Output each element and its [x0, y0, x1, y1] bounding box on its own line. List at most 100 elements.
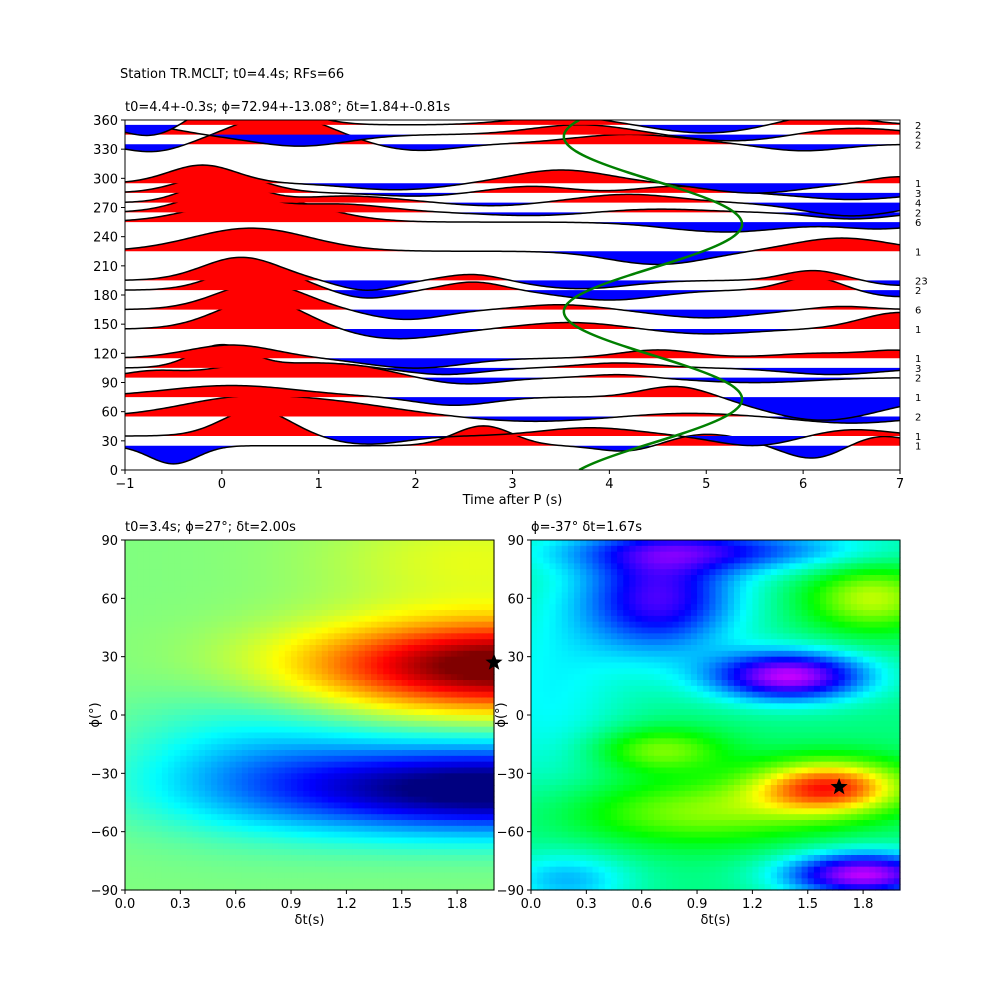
heatmap-cell — [580, 540, 587, 547]
heatmap-cell — [444, 650, 452, 658]
heatmap-cell — [229, 650, 237, 658]
heatmap-cell — [377, 662, 384, 669]
heatmap-cell — [297, 662, 304, 669]
heatmap-cell — [377, 703, 384, 710]
heatmap-cell — [340, 709, 347, 716]
heatmap-cell — [487, 820, 495, 827]
heatmap-cell — [340, 761, 347, 769]
heatmap-cell — [414, 709, 421, 716]
heatmap-cell — [235, 767, 243, 774]
heatmap-cell — [137, 884, 145, 891]
heatmap-cell — [469, 802, 477, 809]
heatmap-cell — [641, 569, 649, 576]
heatmap-cell — [137, 697, 145, 704]
heatmap-cell — [223, 668, 231, 675]
heatmap-cell — [475, 796, 483, 804]
heatmap-cell — [623, 802, 630, 809]
heatmap-cell — [266, 872, 274, 879]
heatmap-cell — [617, 586, 624, 594]
heatmap-cell — [414, 878, 421, 885]
heatmap-cell — [647, 878, 655, 885]
heatmap-cell — [598, 750, 606, 757]
heatmap-cell — [303, 715, 311, 722]
heatmap-cell — [469, 831, 477, 839]
y-tick-label: −60 — [91, 826, 118, 841]
heatmap-cell — [463, 621, 470, 629]
heatmap-cell — [531, 831, 538, 839]
heatmap-cell — [204, 645, 212, 652]
x-tick-label: 7 — [896, 477, 904, 492]
heatmap-cell — [358, 849, 366, 856]
heatmap-cell — [149, 802, 157, 809]
heatmap-cell — [420, 586, 427, 594]
heatmap-cell — [481, 831, 489, 839]
heatmap-cell — [481, 767, 489, 774]
heatmap-cell — [241, 592, 249, 599]
heatmap-cell — [174, 627, 181, 634]
heatmap-cell — [364, 744, 372, 751]
heatmap-cell — [149, 866, 157, 874]
heatmap-cell — [309, 837, 317, 844]
heatmap-cell — [260, 540, 268, 547]
heatmap-cell — [623, 884, 630, 891]
heatmap-cell — [254, 831, 261, 839]
heatmap-cell — [407, 744, 415, 751]
heatmap-cell — [537, 633, 544, 640]
heatmap-cell — [537, 645, 544, 652]
heatmap-cell — [395, 761, 403, 769]
heatmap-cell — [438, 545, 446, 553]
heatmap-cell — [475, 674, 483, 681]
heatmap-cell — [426, 837, 434, 844]
heatmap-cell — [309, 674, 317, 681]
heatmap-cell — [457, 773, 464, 780]
heatmap-cell — [420, 674, 427, 681]
heatmap-cell — [180, 639, 188, 646]
heatmap-cell — [635, 604, 643, 611]
heatmap-cell — [647, 680, 655, 687]
heatmap-cell — [641, 761, 649, 769]
heatmap-cell — [198, 726, 206, 734]
heatmap-cell — [383, 621, 391, 629]
heatmap-cell — [574, 785, 581, 792]
heatmap-cell — [241, 545, 249, 553]
heatmap-cell — [414, 744, 421, 751]
heatmap-cell — [125, 790, 132, 798]
heatmap-cell — [438, 633, 446, 640]
heatmap-cell — [352, 586, 360, 594]
heatmap-cell — [383, 557, 391, 564]
heatmap-cell — [211, 685, 218, 693]
heatmap-cell — [401, 855, 409, 862]
heatmap-cell — [401, 802, 409, 809]
heatmap-cell — [383, 767, 391, 774]
heatmap-cell — [420, 785, 427, 792]
heatmap-cell — [278, 872, 286, 879]
heatmap-cell — [414, 662, 421, 669]
heatmap-cell — [254, 557, 261, 564]
heatmap-cell — [531, 872, 538, 879]
heatmap-cell — [383, 575, 391, 582]
heatmap-cell — [223, 860, 231, 868]
heatmap-cell — [334, 662, 341, 669]
heatmap-cell — [241, 779, 249, 786]
heatmap-cell — [254, 767, 261, 774]
heatmap-cell — [371, 586, 378, 594]
heatmap-cell — [623, 586, 630, 594]
heatmap-cell — [155, 843, 163, 850]
heatmap-cell — [401, 633, 409, 640]
heatmap-cell — [444, 726, 452, 734]
heatmap-cell — [340, 715, 347, 722]
heatmap-cell — [284, 825, 292, 833]
heatmap-cell — [586, 656, 594, 664]
heatmap-cell — [598, 855, 606, 862]
heatmap-cell — [340, 872, 347, 879]
heatmap-cell — [469, 709, 477, 716]
heatmap-cell — [531, 610, 538, 617]
heatmap-cell — [586, 825, 594, 833]
heatmap-cell — [204, 685, 212, 693]
heatmap-cell — [592, 551, 600, 559]
heatmap-cell — [654, 639, 661, 646]
heatmap-cell — [574, 685, 581, 693]
heatmap-cell — [586, 808, 594, 815]
heatmap-cell — [574, 540, 581, 547]
heatmap-cell — [309, 685, 317, 693]
